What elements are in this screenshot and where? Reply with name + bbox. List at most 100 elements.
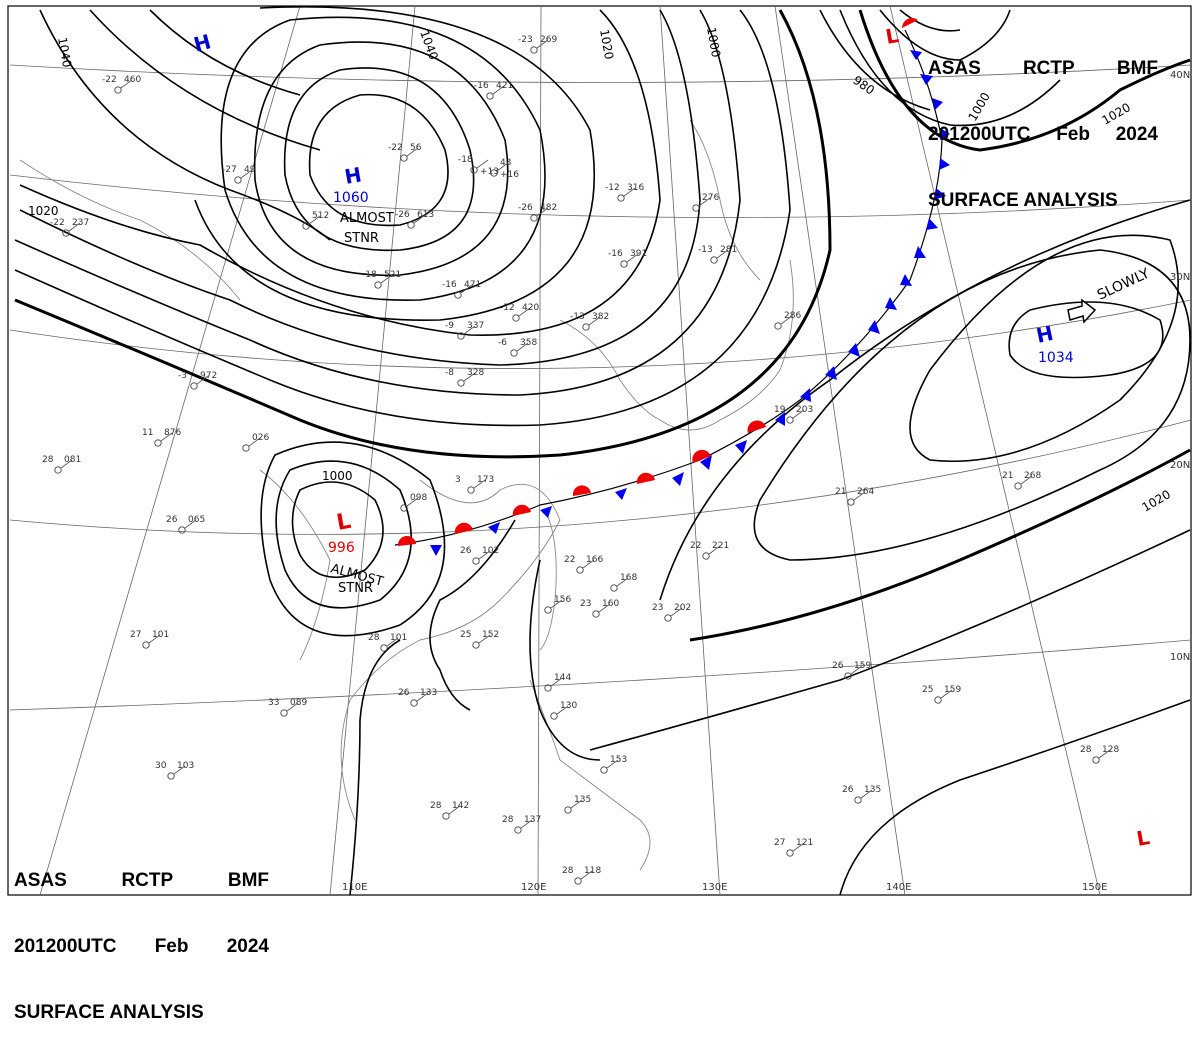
station-pressure: 173 [477,475,494,485]
station-plot: 26 065 [166,515,205,534]
wind-barb-icon [286,702,299,712]
station-temperature: -6 [498,338,507,348]
station-circle-icon [242,444,250,452]
station-pressure: 264 [857,487,874,497]
header-year: 2024 [226,936,269,957]
wind-barb-icon [476,159,489,169]
station-circle-icon [54,466,62,474]
header-line-3: SURFACE ANALYSIS [14,1002,269,1024]
station-tendency: +16 [500,170,519,180]
isobar-label: 1000 [322,469,353,483]
station-pressure: 142 [452,801,469,811]
station-temperature: 33 [268,698,279,708]
lon-label: 110E [342,882,367,893]
high-center-symbol: H [1034,321,1055,348]
station-pressure: 118 [584,866,601,876]
station-pressure: 156 [554,595,571,605]
station-pressure: 972 [200,371,217,381]
station-plot: 26 102 [460,546,499,565]
wind-barb-icon [160,432,173,442]
station-pressure: 166 [586,555,603,565]
station-circle-icon [617,194,625,202]
station-plot: 28 101 [368,633,407,652]
station-temperature: -22 [388,143,403,153]
wind-barb-icon [550,677,563,687]
station-pressure: 202 [674,603,691,613]
station-circle-icon [457,379,465,387]
header-title: SURFACE ANALYSIS [14,1002,204,1023]
station-circle-icon [512,314,520,322]
station-pressure: 168 [620,573,637,583]
coastlines [19,119,794,871]
wind-barb-icon [792,409,805,419]
station-temperature: 27 [130,630,141,640]
station-plot: -16 391 [608,249,647,268]
station-circle-icon [154,439,162,447]
station-temperature: 26 [398,688,410,698]
station-plot: 28 142 [430,801,469,820]
wind-barb-icon [698,197,711,207]
station-temperature: -13 [698,245,713,255]
station-plot: 27 101 [130,630,169,649]
station-pressure: 101 [390,633,407,643]
wind-barb-icon [570,799,583,809]
station-temperature: 26 [460,546,472,556]
station-temperature: -26 [395,210,410,220]
station-plot: 33 089 [268,698,307,717]
wind-barb-icon [606,759,619,769]
cold-front-triangles [430,50,950,556]
station-plot: 144 [544,673,571,692]
weather-map: 1040 1040 1020 1000 980 1000 1020 1020 1… [7,5,1192,896]
station-pressure: 160 [602,599,619,609]
lat-label: 10N [1170,652,1190,663]
header-code: BMF [1116,58,1158,79]
station-plot: 27 121 [774,838,813,857]
station-plot: 168 [610,573,637,592]
header-month: Feb [1056,124,1090,145]
station-circle-icon [574,877,582,885]
station-circle-icon [786,416,794,424]
station-circle-icon [530,214,538,222]
station-plot: -6 358 [498,338,537,357]
station-temperature: -18 [458,155,473,165]
station-plot: 28 118 [562,866,601,885]
wind-barb-icon [308,215,321,225]
header-code: BMF [227,870,269,891]
low-center-symbol: L [335,509,353,536]
station-circle-icon [470,166,478,174]
station-circle-icon [692,204,700,212]
station-pressure: 221 [712,541,729,551]
station-plot: -8 328 [445,368,484,387]
wind-barb-icon [1020,475,1033,485]
station-plot: -9 337 [445,321,484,340]
stationary-front-line [394,29,943,546]
header-time: 201200UTC [14,936,117,957]
lon-label: 130E [702,882,727,893]
wind-barb-icon [580,870,593,880]
station-pressure: 152 [482,630,499,640]
wind-barb-icon [478,550,491,560]
station-circle-icon [178,526,186,534]
high-center-value: 1034 [1038,350,1074,366]
station-plot: 22 166 [564,555,603,574]
station-pressure: 328 [467,368,484,378]
station-circle-icon [486,92,494,100]
wind-barb-icon [588,316,601,326]
header-region: ASAS [928,58,981,79]
station-pressure: 121 [796,838,813,848]
wind-barb-icon [860,789,873,799]
station-temperature: 23 [652,603,663,613]
station-pressure: 281 [720,245,737,255]
station-temperature: -16 [608,249,623,259]
station-plot: 26 135 [842,785,881,804]
grid-labels: 110E 120E 130E 140E 150E 40N 30N 20N 10N [342,70,1190,893]
station-plot: 276 [692,193,719,212]
station-plot: -12 316 [605,183,644,202]
header-line-1: ASAS RCTP BMF [14,870,269,892]
station-circle-icon [786,849,794,857]
station-temperature: 21 [1002,471,1013,481]
station-temperature: 26 [166,515,178,525]
station-plot: -27 49 [222,165,256,184]
wind-barb-icon [380,274,393,284]
station-plot: 19 203 [774,405,813,424]
